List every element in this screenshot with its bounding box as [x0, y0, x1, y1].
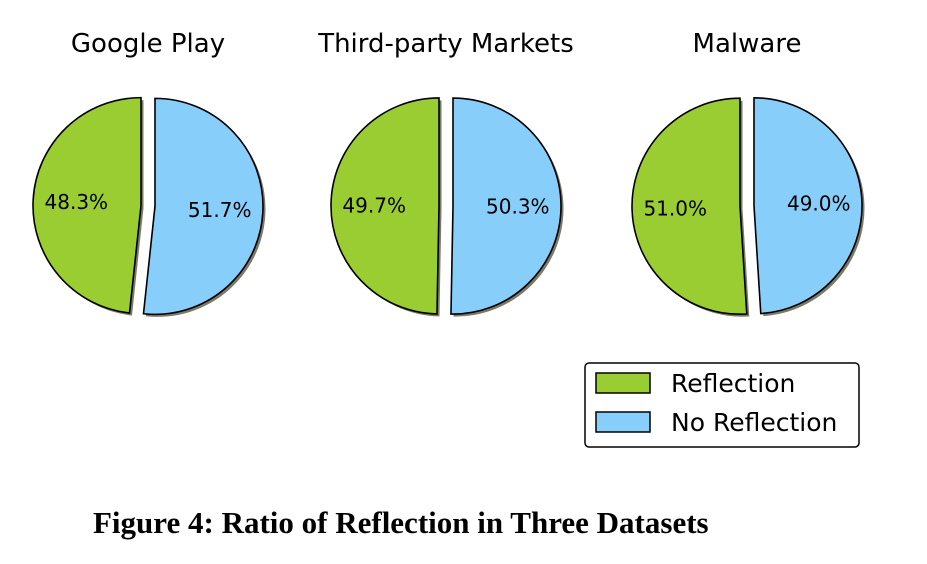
pie-google-play: Google Play 48.3% 51.7%: [32, 29, 266, 317]
slice-reflection: [330, 97, 440, 315]
legend-label-no-reflection: No Reflection: [671, 408, 837, 437]
slice-label-reflection: 49.7%: [342, 193, 406, 217]
pie-third-party-markets: Third-party Markets 49.7% 50.3%: [317, 29, 574, 317]
slice-label-no-reflection: 49.0%: [787, 192, 851, 216]
pie-charts-group: Google Play 48.3% 51.7% Third-party Markets…: [32, 29, 865, 317]
slice-label-no-reflection: 50.3%: [486, 195, 550, 219]
legend: Reflection No Reflection: [584, 362, 860, 448]
slice-no-reflection: [450, 97, 562, 315]
pie-malware: Malware 51.0% 49.0%: [631, 29, 865, 317]
legend-swatch-reflection: [595, 372, 651, 394]
legend-frame: [584, 362, 860, 448]
legend-swatch-no-reflection: [595, 411, 651, 433]
pie-chart-figure: Google Play 48.3% 51.7% Third-party Markets…: [32, 29, 865, 448]
slice-reflection: [631, 97, 748, 316]
slice-no-reflection: [142, 97, 264, 316]
slice-label-no-reflection: 51.7%: [188, 198, 252, 222]
slice-label-reflection: 51.0%: [643, 196, 707, 220]
pie-title: Google Play: [71, 29, 225, 59]
slice-label-reflection: 48.3%: [45, 190, 109, 214]
slice-no-reflection: [753, 96, 863, 315]
pie-title: Malware: [693, 29, 802, 59]
pie-title: Third-party Markets: [317, 29, 574, 59]
figure-caption: Figure 4: Ratio of Reflection in Three D…: [93, 505, 709, 540]
slice-reflection: [32, 96, 142, 314]
legend-label-reflection: Reflection: [671, 369, 795, 398]
